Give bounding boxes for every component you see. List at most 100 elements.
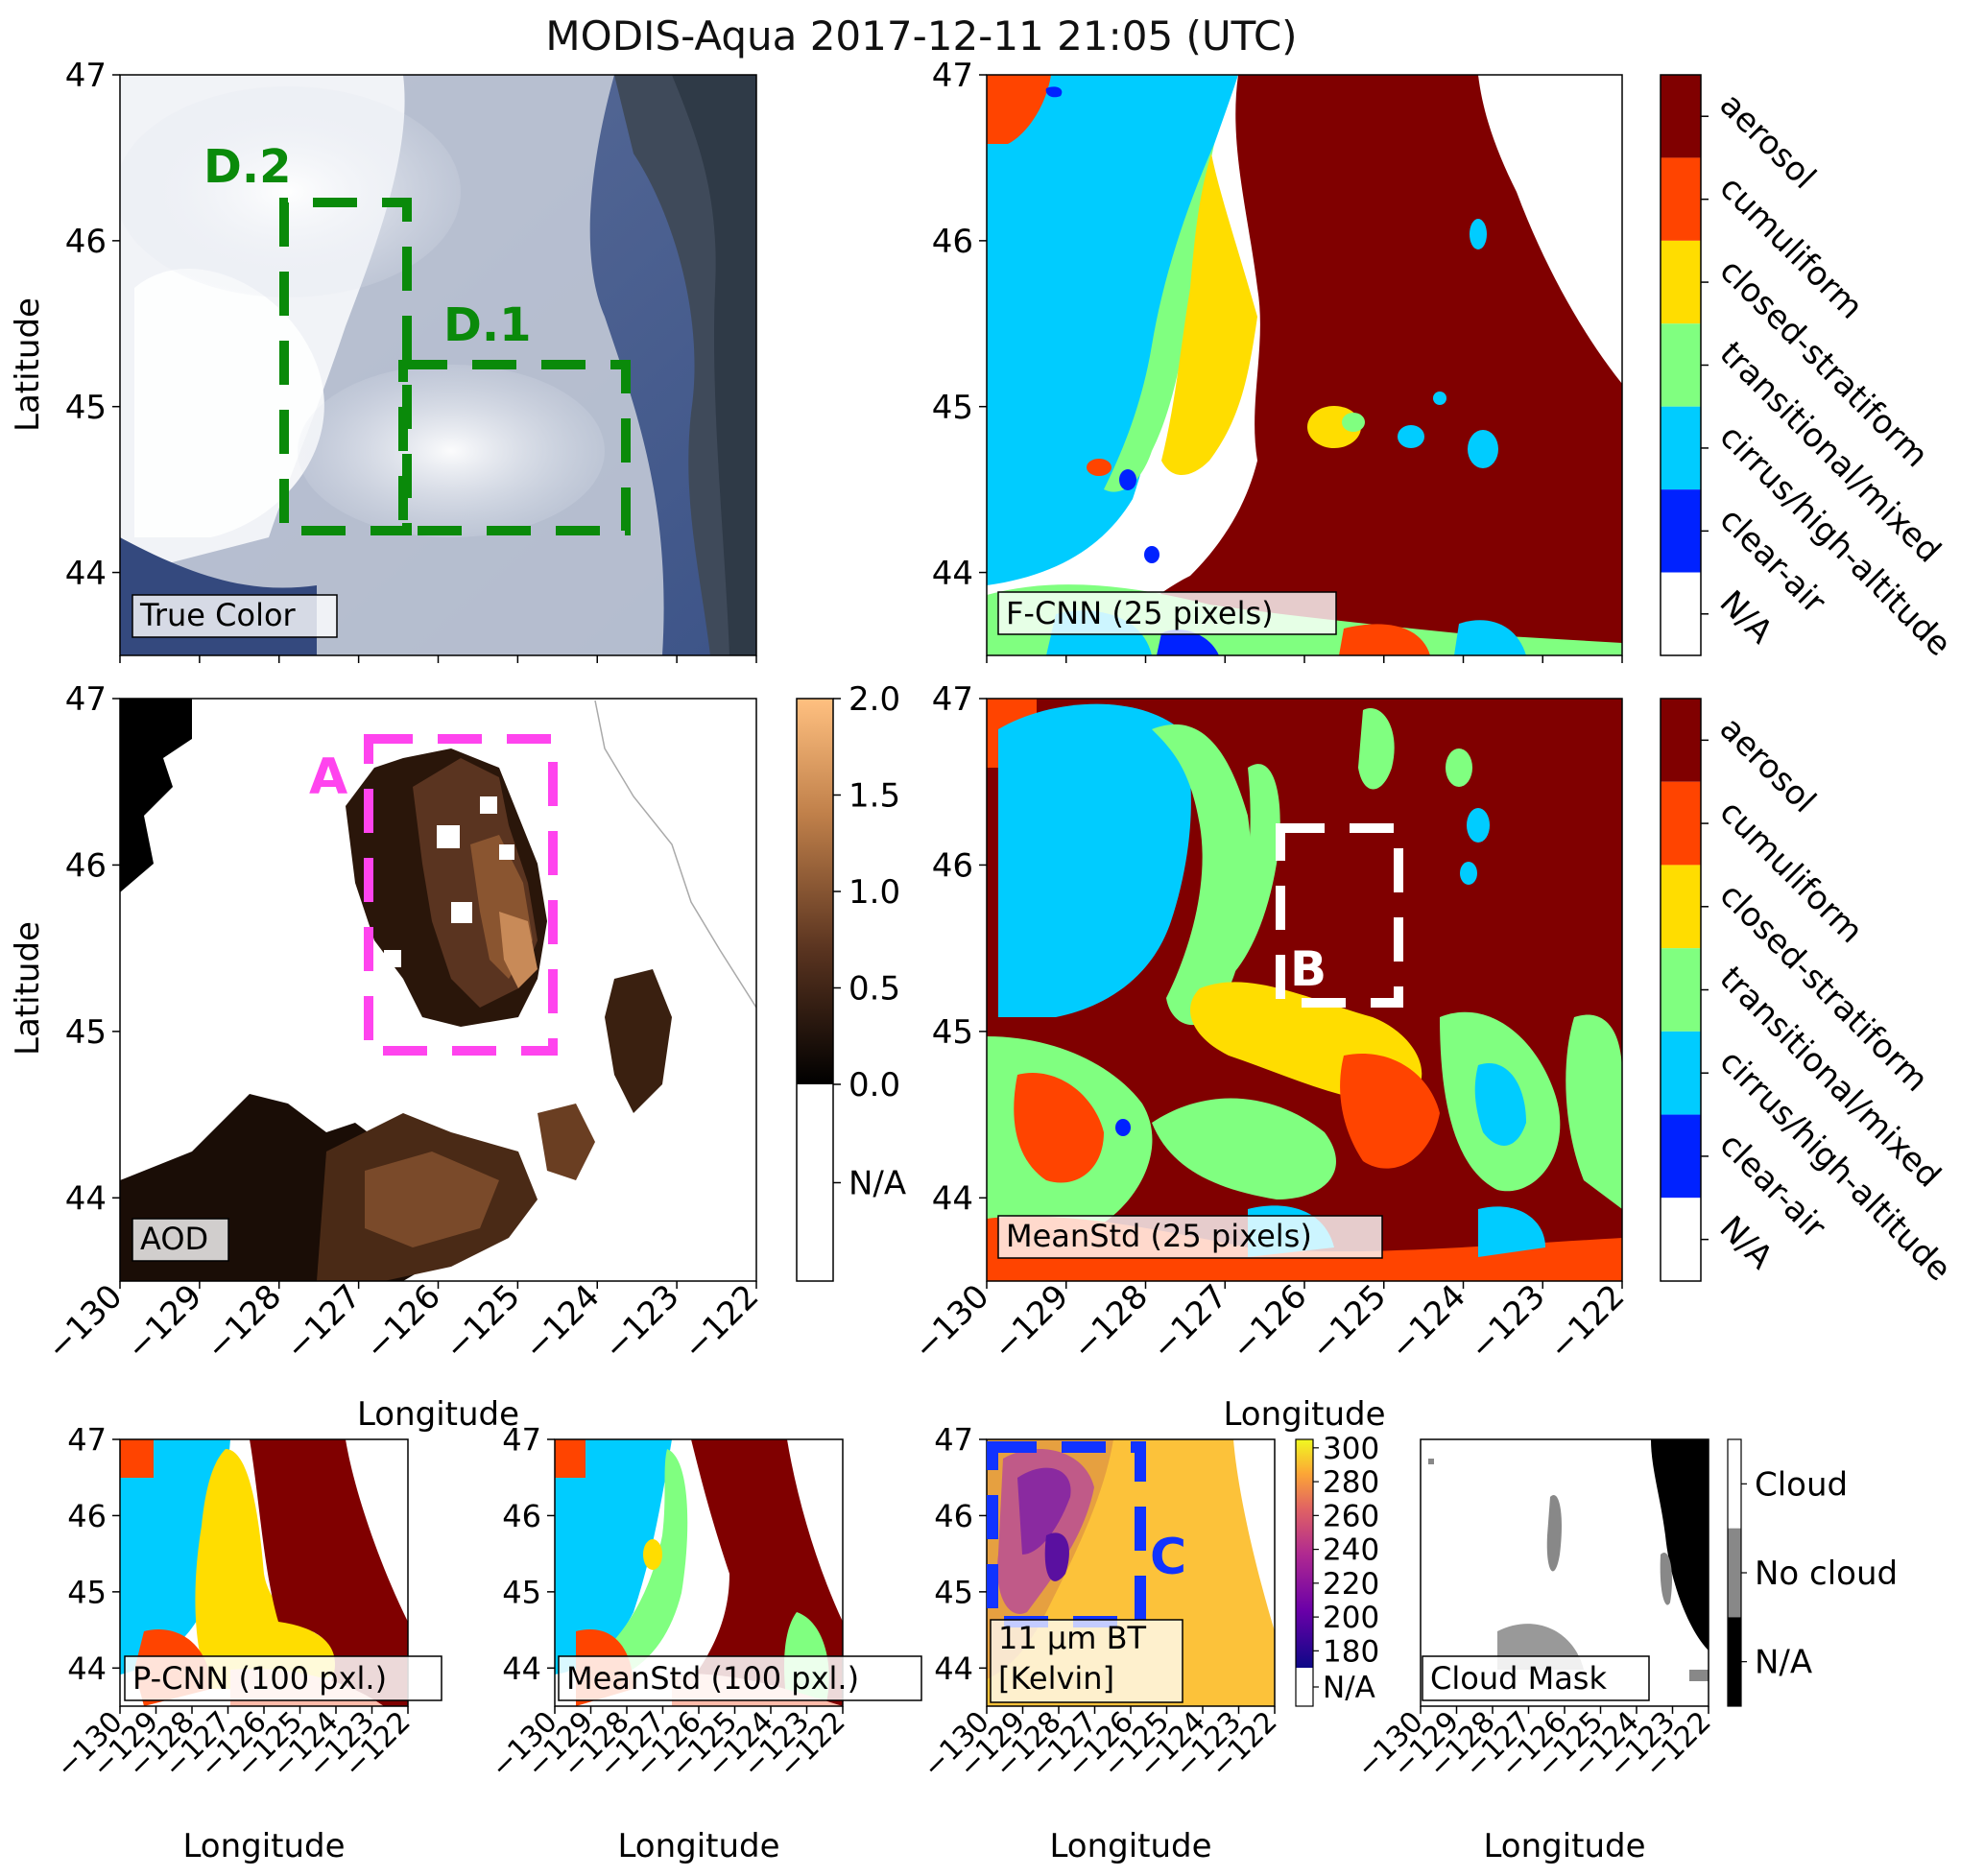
x-axis-label: Longitude (357, 1395, 519, 1434)
bt-colorbar-label: 280 (1323, 1465, 1379, 1500)
box-b (1276, 823, 1403, 1008)
lat-tick-label: 47 (67, 1422, 107, 1459)
lat-tick-label: 45 (67, 1574, 107, 1610)
panel-label-meanstd25: MeanStd (25 pixels) (1006, 1218, 1312, 1254)
colorbar-segment (1661, 1198, 1701, 1281)
box-a (364, 734, 558, 1056)
bt-colorbar-frame (1295, 1438, 1314, 1707)
colorbar-segment (1661, 865, 1701, 949)
lon-tick-label: −122 (1542, 1277, 1632, 1367)
lat-tick-label: 47 (65, 680, 107, 719)
colorbar-segment (1661, 489, 1701, 573)
lon-tick-label: −126 (358, 1277, 448, 1367)
lat-tick-label: 45 (932, 389, 973, 427)
lat-tick-label: 44 (65, 1180, 107, 1219)
lat-tick-label: 46 (932, 223, 973, 261)
cloudmask-colorbar-label: No cloud (1755, 1555, 1898, 1593)
x-axis-label: Longitude (617, 1827, 779, 1865)
lat-tick-label: 45 (502, 1574, 541, 1610)
lon-tick-label: −123 (596, 1277, 686, 1367)
cloudmask-colorbar: Cloud No cloud N/A (1727, 1438, 1898, 1707)
cloudmask-colorbar-label: Cloud (1755, 1465, 1848, 1504)
panel-label-cloudmask: Cloud Mask (1430, 1660, 1607, 1697)
panel-label-pcnn100: P-CNN (100 pxl.) (132, 1660, 387, 1697)
lon-tick-label: −128 (199, 1277, 289, 1367)
lat-tick-label: 46 (502, 1498, 541, 1534)
colorbar-segment (1661, 323, 1701, 407)
lat-tick-label: 44 (932, 1180, 973, 1219)
aod-colorbar-label: 2.0 (849, 680, 900, 719)
colorbar-segment (1661, 948, 1701, 1032)
figure-title: MODIS-Aqua 2017-12-11 21:05 (UTC) (545, 12, 1297, 59)
lon-tick-label: −125 (1303, 1277, 1394, 1367)
label-d1: D.1 (443, 298, 531, 352)
lon-tick-label: −124 (516, 1277, 607, 1367)
class-label: N/A (1712, 583, 1781, 652)
lat-tick-label: 47 (502, 1422, 541, 1459)
lat-tick-label: 46 (67, 1498, 107, 1534)
lon-tick-label: −125 (437, 1277, 527, 1367)
bt-colorbar-label: 180 (1323, 1634, 1379, 1669)
bt-colorbar-label: 220 (1323, 1567, 1379, 1602)
lat-tick-label: 44 (65, 555, 107, 593)
lat-tick-label: 47 (932, 680, 973, 719)
cloudmask-colorbar-segment (1728, 1528, 1741, 1618)
x-axis-label: Longitude (1483, 1827, 1645, 1865)
lat-tick-label: 44 (932, 555, 973, 593)
panel-label-bt11-line1: 11 μm BT (998, 1620, 1147, 1656)
aod-colorbar-label: 0.5 (849, 970, 900, 1009)
cloudmask-colorbar-segment (1728, 1439, 1741, 1529)
aod-colorbar-gradient (797, 699, 833, 1084)
lat-tick-label: 46 (932, 847, 973, 886)
aod-colorbar: 2.0 1.5 1.0 0.5 0.0 N/A (796, 680, 906, 1282)
lat-tick-label: 46 (934, 1498, 973, 1534)
panel-true-color: D.2 D.1 True Color (119, 74, 757, 656)
label-d2: D.2 (203, 140, 291, 194)
y-axis-label: Latitude (9, 297, 47, 432)
x-axis-label: Longitude (1223, 1395, 1385, 1434)
panel-meanstd100: MeanStd (100 pxl.) (554, 1438, 922, 1707)
label-a: A (309, 748, 347, 806)
colorbar-segment (1661, 781, 1701, 866)
lat-tick-label: 44 (934, 1650, 973, 1687)
lon-tick-label: −127 (278, 1277, 369, 1367)
lat-tick-label: 46 (65, 847, 107, 886)
label-b: B (1290, 941, 1327, 997)
aod-colorbar-label: N/A (849, 1165, 906, 1203)
lat-tick-label: 47 (932, 57, 973, 95)
lat-tick-label: 47 (65, 57, 107, 95)
panel-fcnn: F-CNN (25 pixels) (986, 74, 1623, 656)
cloudmask-colorbar-label: N/A (1755, 1644, 1812, 1682)
bt-colorbar-label: 300 (1323, 1432, 1379, 1466)
panel-label-true-color: True Color (139, 597, 297, 633)
aod-colorbar-label: 1.5 (849, 777, 900, 816)
lon-tick-label: −122 (676, 1277, 766, 1367)
bt-colorbar-label: 200 (1323, 1601, 1379, 1635)
panel-label-aod: AOD (140, 1221, 208, 1257)
lat-tick-label: 44 (502, 1650, 541, 1687)
panel-meanstd25: B MeanStd (25 pixels) (986, 698, 1623, 1282)
class-colorbar-middle: aerosolcumuliformclosed-stratiformtransi… (1660, 698, 1958, 1289)
colorbar-segment (1661, 699, 1701, 782)
panel-cloudmask: Cloud Mask (1420, 1438, 1709, 1707)
lat-tick-label: 47 (934, 1422, 973, 1459)
cloudmask-colorbar-segment (1728, 1617, 1741, 1706)
lat-tick-label: 45 (65, 1013, 107, 1052)
lon-tick-label: −124 (1383, 1277, 1473, 1367)
colorbar-segment (1661, 75, 1701, 158)
x-axis-label: Longitude (182, 1827, 345, 1865)
panel-pcnn100: P-CNN (100 pxl.) (119, 1438, 442, 1707)
colorbar-segment (1661, 1031, 1701, 1115)
panel-label-fcnn: F-CNN (25 pixels) (1006, 595, 1274, 631)
bt-colorbar-label: 260 (1323, 1499, 1379, 1533)
bt-colorbar-gradient (1296, 1439, 1313, 1668)
bt-colorbar-label: 240 (1323, 1533, 1379, 1568)
colorbar-segment (1661, 1114, 1701, 1199)
aod-colorbar-label: 1.0 (849, 873, 900, 912)
label-c: C (1150, 1529, 1186, 1586)
x-axis-label: Longitude (1049, 1827, 1211, 1865)
lon-tick-label: −127 (1144, 1277, 1234, 1367)
colorbar-segment (1661, 572, 1701, 655)
